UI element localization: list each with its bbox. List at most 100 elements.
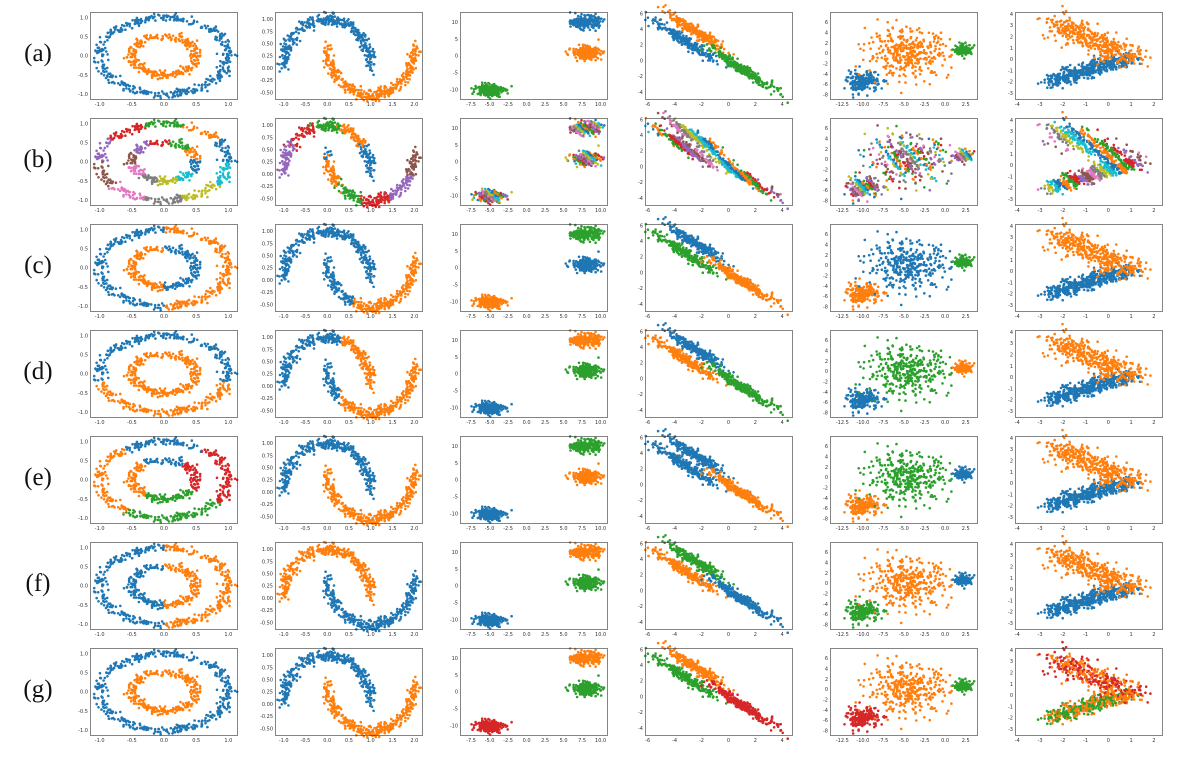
data-point	[190, 651, 194, 654]
data-point	[105, 596, 109, 600]
data-point	[230, 266, 233, 269]
data-point	[137, 342, 141, 346]
data-point	[137, 381, 141, 385]
data-point	[128, 131, 132, 134]
data-point	[160, 601, 163, 604]
data-point	[128, 25, 132, 28]
data-point	[180, 349, 183, 353]
data-point	[107, 36, 110, 39]
data-point	[197, 613, 201, 617]
data-point	[186, 143, 189, 147]
x-tick-label: 0.0	[160, 632, 168, 638]
data-point	[176, 93, 179, 96]
data-point	[176, 623, 179, 626]
data-point	[224, 684, 227, 688]
data-point	[185, 619, 189, 623]
data-point	[211, 665, 214, 668]
data-point	[187, 616, 191, 620]
data-point	[149, 176, 152, 179]
data-point	[152, 414, 156, 417]
data-point	[226, 462, 230, 466]
data-point	[147, 441, 151, 444]
data-point	[185, 596, 188, 599]
data-point	[184, 144, 187, 148]
data-point	[177, 282, 181, 285]
data-point	[108, 393, 112, 397]
data-point	[221, 697, 224, 700]
data-point	[190, 367, 193, 371]
data-point	[138, 299, 142, 303]
data-point	[125, 617, 128, 620]
data-point	[120, 23, 124, 27]
y-tick-label: -1.0	[78, 622, 88, 628]
data-point	[139, 592, 143, 596]
data-point	[191, 172, 194, 176]
data-point	[138, 405, 142, 409]
data-point	[225, 601, 228, 605]
data-point	[131, 654, 134, 658]
data-point	[230, 54, 233, 57]
data-point	[132, 378, 135, 381]
points	[92, 12, 239, 100]
data-point	[137, 600, 141, 604]
data-point	[114, 25, 118, 28]
data-point	[160, 391, 163, 395]
data-point	[194, 263, 198, 267]
data-point	[124, 28, 127, 32]
data-point	[107, 142, 110, 145]
data-point	[138, 87, 142, 91]
data-point	[227, 383, 230, 386]
data-point	[203, 83, 207, 86]
data-point	[192, 362, 195, 365]
data-point	[131, 18, 134, 22]
data-point	[150, 91, 153, 94]
data-point	[132, 278, 136, 281]
data-point	[206, 719, 209, 723]
data-point	[107, 187, 111, 190]
data-point	[106, 711, 109, 714]
data-point	[218, 170, 222, 174]
data-point	[101, 275, 105, 279]
data-point	[173, 197, 176, 201]
data-point	[172, 549, 176, 552]
data-point	[228, 590, 232, 594]
data-point	[130, 264, 133, 267]
data-point	[142, 681, 145, 684]
data-point	[209, 392, 212, 396]
data-point	[211, 501, 214, 504]
x-tick-label: 1.0	[224, 208, 232, 214]
data-point	[110, 399, 113, 402]
data-point	[217, 601, 220, 604]
data-point	[152, 118, 156, 122]
data-point	[161, 288, 164, 292]
data-point	[101, 702, 105, 706]
data-point	[164, 563, 167, 566]
data-point	[94, 686, 98, 689]
data-point	[188, 391, 191, 394]
data-point	[179, 170, 182, 174]
data-point	[177, 496, 181, 499]
data-point	[192, 62, 195, 66]
data-point	[107, 608, 110, 612]
data-point	[169, 285, 173, 288]
data-point	[152, 36, 155, 39]
data-point	[187, 552, 191, 556]
data-point	[113, 400, 116, 403]
data-point	[151, 282, 155, 285]
data-point	[227, 163, 231, 166]
data-point	[216, 500, 220, 503]
data-point	[209, 710, 212, 714]
data-point	[107, 611, 111, 614]
data-point	[96, 379, 100, 382]
data-point	[109, 30, 113, 33]
data-point	[103, 67, 107, 71]
data-point	[133, 374, 137, 377]
data-point	[120, 659, 124, 663]
data-point	[190, 407, 193, 411]
data-point	[163, 175, 167, 178]
data-point	[137, 165, 140, 168]
data-point	[152, 497, 155, 500]
data-point	[155, 74, 158, 77]
data-point	[139, 62, 143, 66]
y-tick-label: -1.0	[78, 198, 88, 204]
